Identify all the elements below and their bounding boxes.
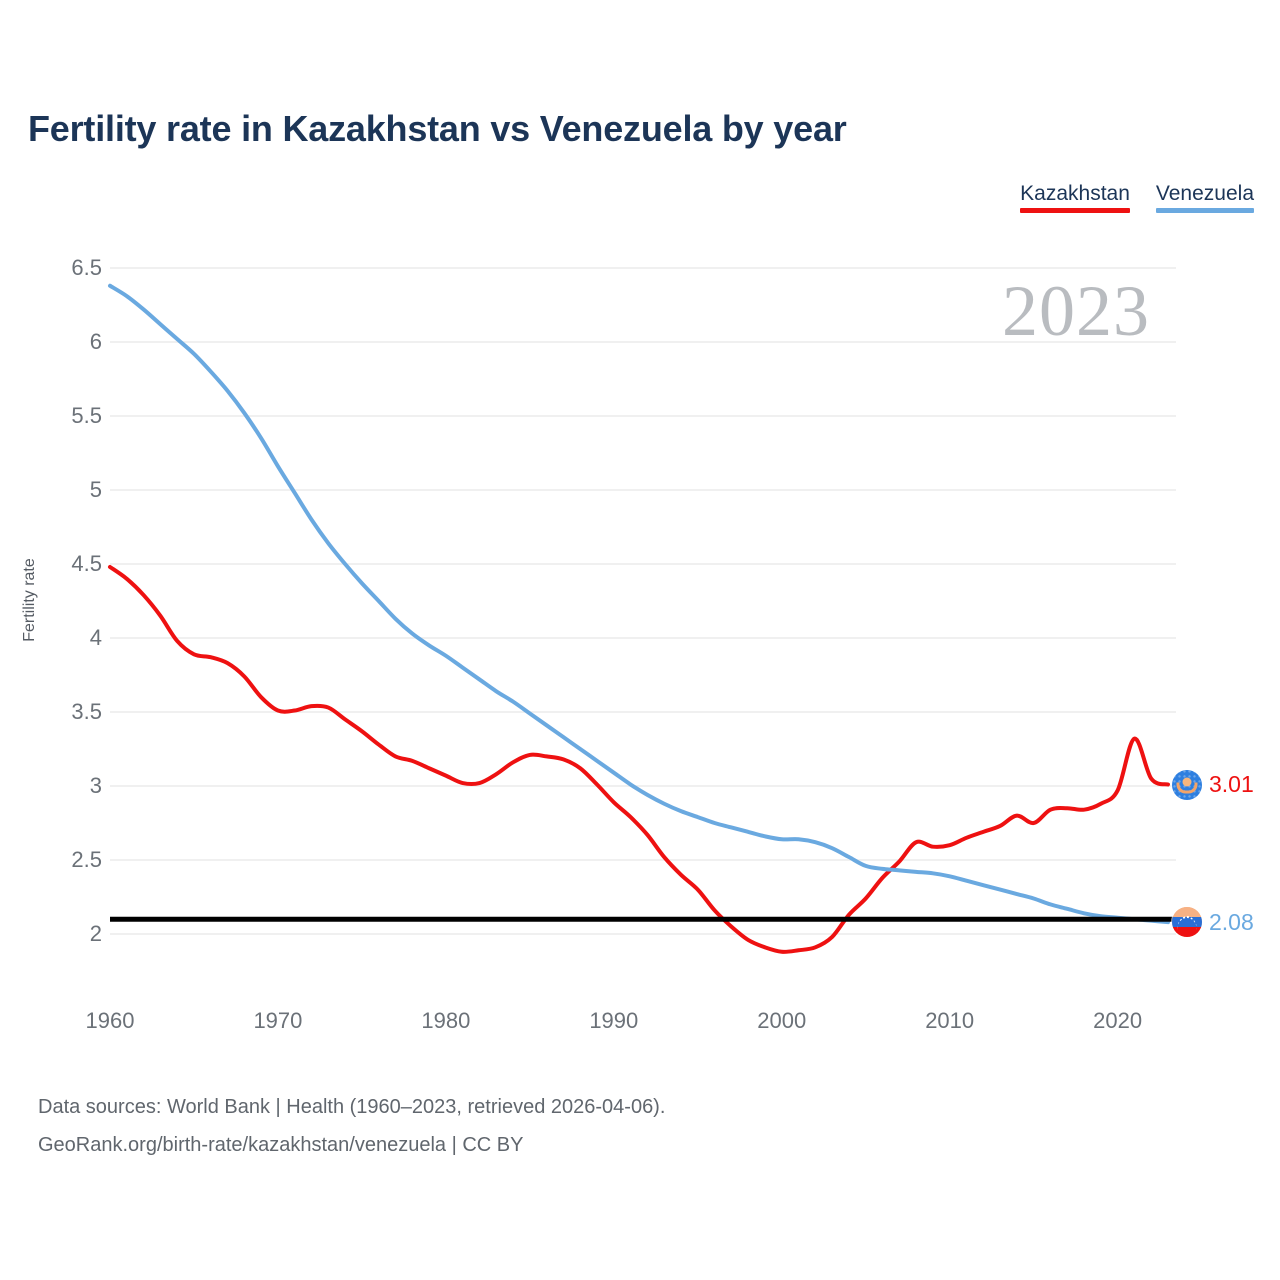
x-axis-tick: 1990 xyxy=(589,1008,639,1033)
endpoint-value-kazakhstan: 3.01 xyxy=(1209,771,1254,798)
y-axis-tick: 3.5 xyxy=(71,699,102,724)
venezuela-flag-icon xyxy=(1172,907,1202,938)
x-axis-tick: 1970 xyxy=(253,1008,303,1033)
footer-line-2: GeoRank.org/birth-rate/kazakhstan/venezu… xyxy=(38,1134,524,1156)
y-axis-tick: 3 xyxy=(89,773,102,798)
y-axis-tick: 6.5 xyxy=(71,255,102,280)
y-axis-tick: 4 xyxy=(89,625,102,650)
x-axis-tick: 2000 xyxy=(757,1008,807,1033)
legend-swatch-venezuela xyxy=(1155,208,1254,213)
x-axis-tick: 2010 xyxy=(925,1008,975,1033)
year-watermark: 2023 xyxy=(1002,271,1150,351)
chart-legend: Kazakhstan Venezuela xyxy=(1020,182,1254,213)
y-axis-ticks: 2 2.5 3 3.5 4 4.5 5 5.5 6 6.5 xyxy=(10,0,102,1280)
y-axis-tick: 5 xyxy=(89,477,102,502)
endpoint-venezuela: 2.08 xyxy=(1172,907,1254,938)
kazakhstan-flag-icon xyxy=(1172,769,1202,800)
y-axis-tick: 6 xyxy=(89,329,102,354)
legend-swatch-kazakhstan xyxy=(1020,208,1130,213)
y-axis-tick: 2.5 xyxy=(71,847,102,872)
legend-item-venezuela[interactable]: Venezuela xyxy=(1155,182,1254,213)
legend-label-venezuela: Venezuela xyxy=(1155,182,1254,205)
footer-credits: Data sources: World Bank | Health (1960–… xyxy=(38,1088,665,1164)
y-axis-tick: 2 xyxy=(89,921,102,946)
x-axis-tick: 1960 xyxy=(85,1008,135,1033)
endpoint-kazakhstan: 3.01 xyxy=(1172,769,1254,800)
x-axis-tick: 2020 xyxy=(1093,1008,1143,1033)
x-axis-tick: 1980 xyxy=(421,1008,471,1033)
endpoint-value-venezuela: 2.08 xyxy=(1209,908,1254,935)
footer-line-1: Data sources: World Bank | Health (1960–… xyxy=(38,1096,666,1118)
series-line-kazakhstan xyxy=(108,564,1170,954)
y-axis-tick: 5.5 xyxy=(71,403,102,428)
series-line-venezuela xyxy=(108,283,1170,925)
legend-label-kazakhstan: Kazakhstan xyxy=(1020,182,1130,205)
y-axis-tick: 4.5 xyxy=(71,551,102,576)
legend-item-kazakhstan[interactable]: Kazakhstan xyxy=(1020,182,1130,213)
page-title: Fertility rate in Kazakhstan vs Venezuel… xyxy=(28,108,847,149)
